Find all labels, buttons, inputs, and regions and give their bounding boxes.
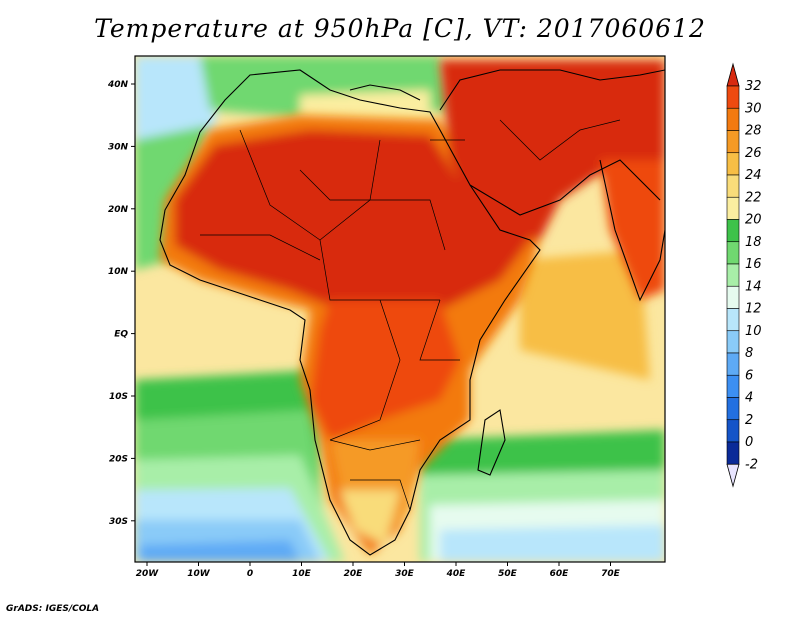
colorbar-segment: [726, 174, 740, 198]
colorbar-label: 30: [745, 101, 762, 116]
lat-axis: 40N 30N 20N 10N EQ 10S 20S 30S: [107, 80, 135, 527]
colorbar-label: 24: [745, 168, 762, 183]
map-title: Temperature at 950hPa [C], VT: 201706061…: [94, 14, 706, 43]
colorbar-segment: [726, 219, 740, 243]
colorbar-label: 22: [745, 190, 762, 205]
colorbar-label: 12: [745, 302, 762, 317]
lon-tick-label: 70E: [601, 569, 621, 579]
lon-axis: 20W 10W 0 10E 20E 30E 40E 50E 60E 70E: [136, 562, 621, 579]
colorbar-segment: [726, 130, 740, 154]
lon-tick-label: 0: [247, 569, 253, 579]
colorbar-segment: [726, 107, 740, 131]
colorbar-label: 0: [745, 435, 753, 450]
lon-tick-label: 60E: [550, 569, 570, 579]
lon-tick-label: 40E: [446, 569, 467, 579]
lat-tick-label: 30S: [109, 517, 128, 527]
colorbar-segment: [726, 374, 740, 398]
colorbar-label: 32: [745, 79, 762, 94]
colorbar-label: -2: [745, 457, 758, 472]
colorbar-segment: [726, 241, 740, 265]
colorbar-segment: [726, 441, 740, 465]
colorbar-segment: [726, 263, 740, 287]
colorbar-segment: [726, 196, 740, 220]
colorbar-label: 14: [745, 279, 762, 294]
lat-tick-label: EQ: [114, 330, 128, 340]
colorbar-label: 8: [745, 346, 753, 361]
lat-tick-label: 20S: [109, 454, 128, 464]
colorbar-label: 2: [745, 413, 753, 428]
lon-tick-label: 50E: [498, 569, 518, 579]
lon-tick-label: 10W: [187, 569, 211, 579]
colorbar-label: 18: [745, 235, 762, 250]
temperature-field: [135, 56, 665, 562]
colorbar-label: 10: [745, 324, 762, 339]
lat-tick-label: 40N: [107, 80, 129, 90]
colorbar-segment: [726, 152, 740, 176]
colorbar-label: 4: [745, 391, 753, 406]
lat-tick-label: 10N: [108, 267, 129, 277]
lat-tick-label: 20N: [108, 205, 129, 215]
lon-tick-label: 20W: [136, 569, 160, 579]
plot-frame: [134, 55, 666, 563]
colorbar-segment: [726, 85, 740, 109]
colorbar-label: 16: [745, 257, 762, 272]
lon-tick-label: 10E: [292, 569, 312, 579]
colorbar-min-arrow: [726, 463, 740, 488]
colorbar-label: 28: [745, 124, 762, 139]
coastlines: [159, 69, 665, 556]
colorbar-segment: [726, 285, 740, 309]
colorbar-max-arrow: [726, 62, 740, 87]
colorbar-segment: [726, 397, 740, 421]
colorbar-label: 26: [745, 146, 762, 161]
colorbar-label: 20: [745, 213, 762, 228]
country-borders: [200, 119, 621, 511]
colorbar-segment: [726, 419, 740, 443]
lat-tick-label: 10S: [109, 392, 128, 402]
colorbar-label: 6: [745, 368, 753, 383]
colorbar-segment: [726, 308, 740, 332]
lat-tick-label: 30N: [108, 142, 129, 152]
colorbar-segment: [726, 330, 740, 354]
credit-text: GrADS: IGES/COLA: [6, 604, 100, 614]
lon-tick-label: 30E: [395, 569, 415, 579]
colorbar-segment: [726, 352, 740, 376]
lon-tick-label: 20E: [344, 569, 364, 579]
